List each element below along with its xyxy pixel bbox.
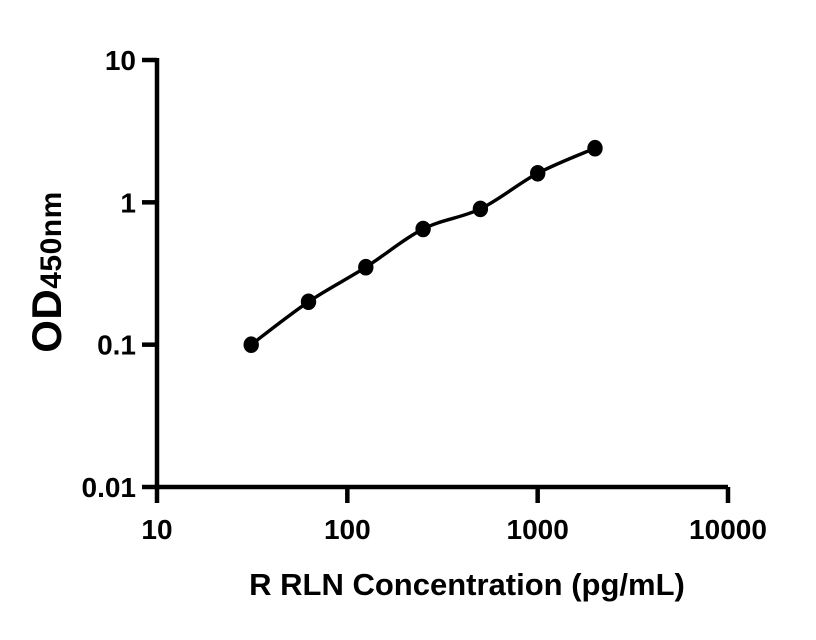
data-point-marker	[530, 165, 546, 182]
axis-spine	[154, 58, 728, 490]
y-tick-label: 1	[120, 187, 136, 218]
data-point-marker	[415, 220, 431, 238]
y-axis-title-subscript: 450nm	[35, 191, 68, 289]
data-point-marker	[472, 200, 489, 218]
x-tick-label: 1000	[507, 514, 569, 545]
y-axis-title-main: OD	[23, 288, 70, 353]
x-tick-label: 10	[141, 514, 172, 545]
x-tick-label: 10000	[689, 514, 767, 545]
data-point-marker	[587, 139, 603, 157]
data-point-marker	[300, 293, 317, 311]
x-axis-title: R RLN Concentration (pg/mL)	[249, 567, 685, 602]
y-tick-label: 10	[105, 45, 136, 76]
data-point-marker	[358, 258, 374, 276]
y-axis-title: OD450nm	[23, 191, 70, 353]
data-point-marker	[243, 336, 259, 354]
y-tick-label: 0.1	[97, 330, 136, 361]
x-tick-label: 100	[324, 514, 371, 545]
y-tick-label: 0.01	[82, 472, 137, 503]
